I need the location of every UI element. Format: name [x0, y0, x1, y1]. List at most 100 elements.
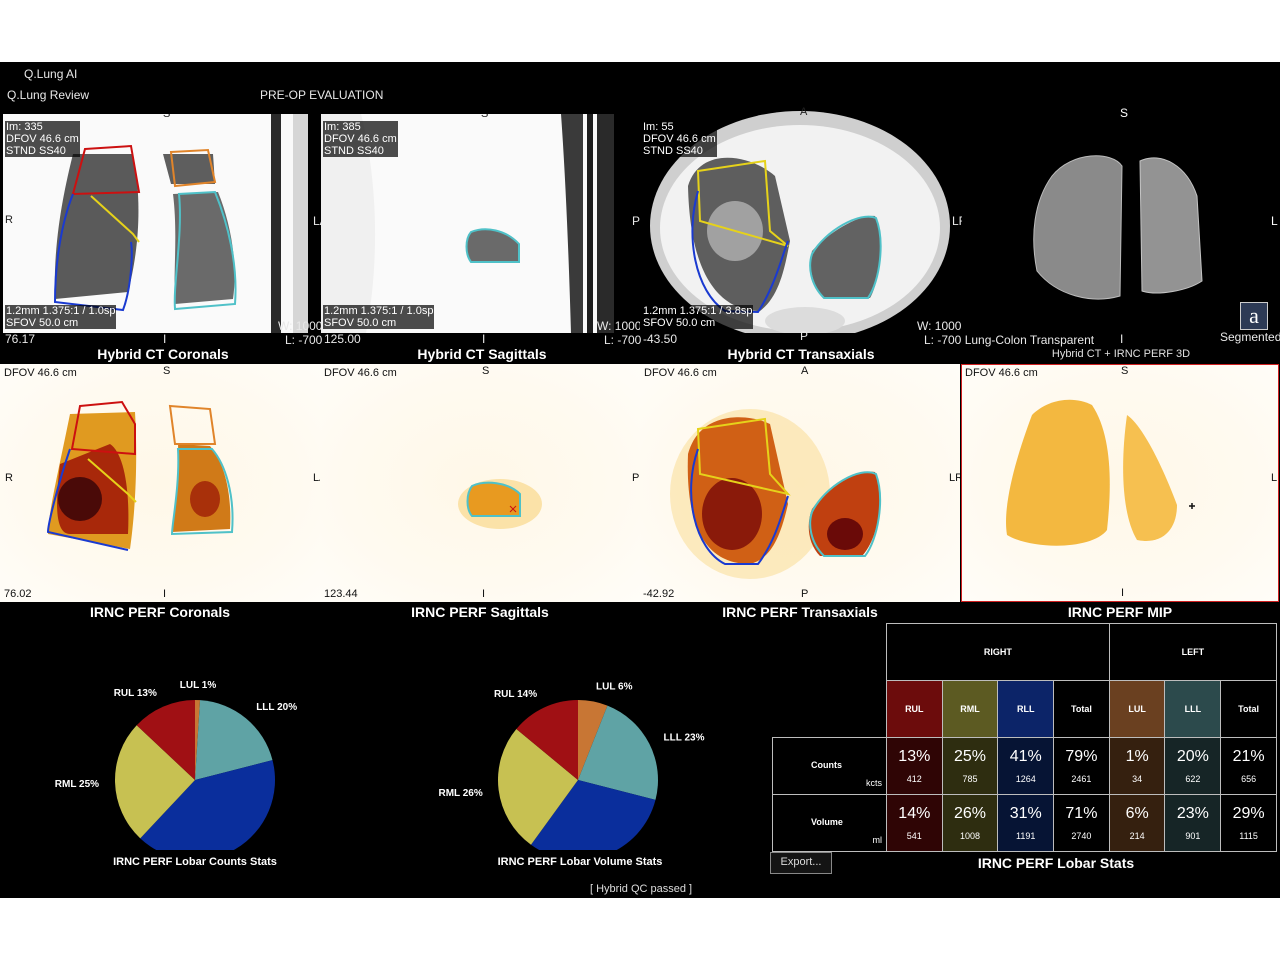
perf-transaxial-dfov: DFOV 46.6 cm: [644, 367, 717, 379]
ct-transaxial-position: -43.50: [643, 332, 678, 346]
dfov: DFOV 46.6 cm: [5, 133, 80, 145]
orientation-bottom: I: [482, 588, 486, 600]
pie-slice-rll: [530, 780, 656, 850]
cell-pct: 20%: [1176, 748, 1209, 765]
ct-coronal-info: Im: 335 DFOV 46.6 cm STND SS40: [5, 121, 80, 157]
ct-coronal-image: [3, 114, 308, 333]
cell-volume-left-total: 29% 1115: [1220, 794, 1277, 852]
orientation-top: S: [482, 365, 490, 377]
view-mode-icon[interactable]: a: [1240, 302, 1268, 330]
perf-coronal-caption: IRNC PERF Coronals: [89, 604, 230, 620]
row-unit: kcts: [865, 778, 882, 788]
perf-mip-image: [1006, 399, 1195, 546]
col-header-lul: LUL: [1108, 680, 1166, 738]
orientation-top: S: [163, 365, 171, 377]
orientation-top: A: [801, 365, 809, 377]
cell-pct: 14%: [898, 805, 931, 822]
perf-coronal-viewport[interactable]: DFOV 46.6 cm S R LA 76.02 I: [0, 364, 320, 602]
perf-transaxial-caption: IRNC PERF Transaxials: [722, 604, 878, 620]
pie-slice-lul: [195, 700, 201, 780]
ct-coronal-orient-bottom: I: [163, 332, 167, 346]
orientation-top: S: [163, 114, 171, 120]
ct-sagittal-info: Im: 385 DFOV 46.6 cm STND SS40: [323, 121, 398, 157]
perf-sagittal-caption: IRNC PERF Sagittals: [411, 604, 549, 620]
window-width: W: 1000: [597, 319, 642, 333]
kernel: STND SS40: [323, 145, 398, 157]
perf-coronal-image: [46, 400, 234, 551]
orientation-top: S: [1121, 365, 1129, 377]
row-unit: ml: [872, 835, 882, 845]
evaluation-mode: PRE-OP EVALUATION: [260, 88, 384, 102]
image-number: Im: 335: [5, 121, 80, 133]
cell-volume-right-total: 71% 2740: [1053, 794, 1110, 852]
orientation-right: LA: [313, 472, 320, 484]
ct-3d-viewport[interactable]: S L a: [962, 106, 1280, 333]
cell-counts-left-total: 21% 656: [1220, 737, 1277, 795]
cell-value: 214: [1129, 831, 1145, 841]
perf-mip-viewport[interactable]: DFOV 46.6 cm S L I: [961, 364, 1279, 602]
lobar-stats-table: RIGHT LEFT RUL RML RLL Total LUL LLL Tot…: [772, 623, 1278, 852]
cell-counts-right-total: 79% 2461: [1053, 737, 1110, 795]
lobar-stats-title: IRNC PERF Lobar Stats: [977, 855, 1135, 871]
export-button[interactable]: Export...: [770, 852, 832, 874]
cell-counts-rll: 41% 1264: [997, 737, 1055, 795]
pie-label-rul: RUL 13%: [114, 688, 157, 699]
ct-transaxial-image: [650, 111, 950, 333]
window-width: W: 1000: [917, 319, 962, 333]
cell-value: 2740: [1071, 831, 1092, 841]
cell-volume-rul: 14% 541: [885, 794, 943, 852]
cell-value: 622: [1185, 774, 1201, 784]
sfov: SFOV 50.0 cm: [5, 317, 117, 329]
ct-transaxial-viewport[interactable]: Im: 55 DFOV 46.6 cm STND SS40 1.2mm 1.37…: [640, 106, 960, 333]
ct-sagittal-viewport[interactable]: Im: 385 DFOV 46.6 cm STND SS40 1.2mm 1.3…: [321, 114, 614, 333]
ct-sagittal-orient-bottom: I: [482, 332, 486, 346]
ct-sagittal-position: 125.00: [324, 332, 361, 346]
group-left-header: LEFT: [1108, 623, 1278, 681]
slice-position: 123.44: [324, 588, 358, 600]
cell-value: 785: [962, 774, 978, 784]
cell-value: 901: [1185, 831, 1201, 841]
cell-pct: 23%: [1176, 805, 1209, 822]
slice-position: -42.92: [643, 588, 675, 600]
window-level: L: -700: [285, 333, 323, 347]
cell-value: 1115: [1239, 831, 1258, 841]
cell-pct: 25%: [954, 748, 987, 765]
ct-transaxial-caption: Hybrid CT Transaxials: [727, 346, 875, 362]
orientation-right: LR: [949, 472, 960, 484]
pie-slice-lll: [195, 700, 273, 780]
perf-sagittal-viewport[interactable]: DFOV 46.6 cm S PR 123.44 I: [320, 364, 640, 602]
cell-value: 1008: [960, 831, 981, 841]
pie-label-lul: LUL 1%: [180, 680, 217, 691]
cell-pct: 29%: [1232, 805, 1265, 822]
pie-slice-rll: [140, 760, 275, 850]
cell-pct: 79%: [1065, 748, 1098, 765]
pie-label-lul: LUL 6%: [596, 682, 633, 693]
window-width: W: 1000: [278, 319, 323, 333]
window-level: L: -700 Lung-Colon Transparent: [924, 333, 1095, 347]
empty-corner: [773, 681, 887, 738]
perf-coronal-dfov: DFOV 46.6 cm: [4, 367, 77, 379]
pie-label-lll: LLL 23%: [664, 732, 705, 743]
cell-pct: 26%: [954, 805, 987, 822]
orientation-bottom: P: [801, 588, 809, 600]
cell-pct: 41%: [1009, 748, 1042, 765]
cell-value: 412: [906, 774, 922, 784]
cell-pct: 13%: [898, 748, 931, 765]
cell-pct: 21%: [1232, 748, 1265, 765]
orientation-bottom: I: [163, 588, 167, 600]
col-header-rml: RML: [941, 680, 999, 738]
orientation-right: L: [1271, 472, 1278, 484]
row-header-volume: Volume ml: [772, 794, 887, 852]
pie-label-lll: LLL 20%: [256, 702, 297, 713]
pie-slice-rul: [136, 700, 195, 780]
row-header-counts: Counts kcts: [772, 737, 887, 795]
perf-transaxial-viewport[interactable]: DFOV 46.6 cm A LR -42.92 P: [640, 364, 960, 602]
cell-pct: 1%: [1125, 748, 1149, 765]
cell-volume-rml: 26% 1008: [941, 794, 999, 852]
col-header-right-total: Total: [1053, 680, 1110, 738]
empty-corner: [773, 624, 887, 681]
volume-pie-title: IRNC PERF Lobar Volume Stats: [497, 856, 663, 868]
volume-pie-chart: LUL 6%LLL 23%RLL 31%RML 26%RUL 14%: [438, 682, 705, 850]
ct-coronal-viewport[interactable]: Im: 335 DFOV 46.6 cm STND SS40 1.2mm 1.3…: [3, 114, 308, 333]
pie-label-rml: RML 26%: [438, 788, 482, 799]
